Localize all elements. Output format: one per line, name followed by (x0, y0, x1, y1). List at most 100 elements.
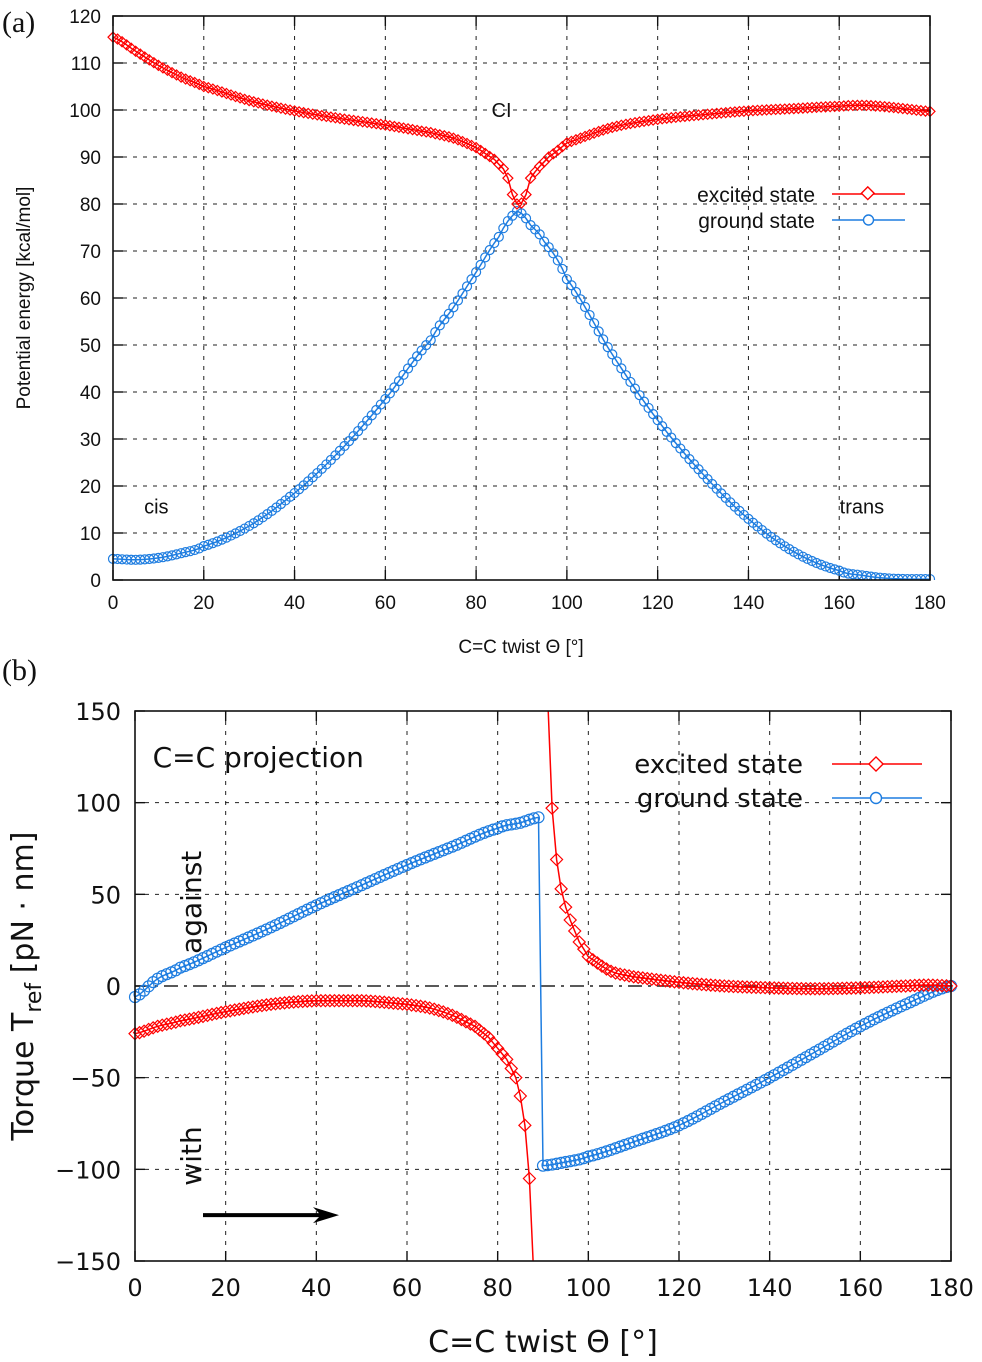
data-point-diamond (608, 966, 623, 980)
data-point-diamond (758, 980, 772, 995)
y-tick-label: 110 (71, 54, 101, 75)
x-tick-label: 20 (193, 593, 214, 614)
data-point-diamond (916, 978, 931, 992)
data-point-diamond (554, 881, 568, 896)
data-point-diamond (846, 99, 859, 112)
data-point-diamond (856, 99, 868, 112)
series-line (134, 816, 952, 1167)
data-point-circle (586, 1149, 599, 1162)
data-point-diamond (778, 103, 791, 115)
data-point-diamond (676, 975, 691, 990)
data-point-diamond (393, 121, 405, 134)
data-point-diamond (930, 978, 945, 993)
data-point-diamond (420, 126, 433, 138)
data-point-circle (825, 562, 836, 574)
data-point-circle (598, 334, 609, 345)
data-point-diamond (833, 100, 846, 113)
data-point-circle (534, 229, 545, 240)
data-point-diamond (200, 1008, 215, 1023)
data-point-diamond (341, 993, 355, 1008)
data-point-circle (570, 286, 582, 298)
y-tick-label: −50 (70, 1065, 121, 1093)
panel-b: (b) 0 20 40 60 80 100 120 140 160 180−150−100−500… (2, 654, 974, 1360)
data-point-diamond (306, 108, 319, 121)
data-point-circle (584, 309, 595, 321)
y-tick-label: 30 (80, 430, 101, 451)
y-tick-label: 80 (80, 195, 101, 216)
data-point-diamond (588, 127, 600, 139)
data-point-diamond (502, 172, 514, 184)
data-point-diamond (474, 144, 487, 157)
x-tick-label: 0 (127, 1274, 142, 1302)
data-point-diamond (613, 967, 627, 982)
data-point-diamond (549, 852, 564, 867)
data-point-diamond (787, 102, 800, 115)
data-point-diamond (681, 976, 695, 991)
x-tick-label: 60 (392, 1274, 423, 1302)
data-point-diamond (372, 995, 387, 1009)
x-tick-label: 160 (837, 1274, 883, 1302)
data-point-diamond (799, 981, 813, 996)
data-point-diamond (751, 104, 764, 117)
data-point-diamond (910, 104, 923, 116)
data-point-circle (541, 1159, 554, 1172)
legend-a-ground-label: ground state (698, 210, 815, 233)
data-point-diamond (363, 994, 378, 1009)
data-point-diamond (354, 993, 369, 1008)
data-point-circle (498, 223, 509, 234)
panel-a-frame (112, 15, 931, 581)
y-tick-label: 60 (80, 289, 101, 310)
data-point-diamond (329, 111, 342, 124)
data-point-diamond (624, 117, 637, 130)
data-point-circle (425, 335, 436, 346)
data-point-diamond (797, 102, 809, 114)
data-point-diamond (642, 114, 655, 127)
panel-a-grid (113, 16, 930, 580)
data-point-diamond (345, 993, 360, 1008)
data-point-diamond (520, 188, 532, 201)
direction-arrow-icon (203, 1207, 339, 1224)
data-point-diamond (334, 112, 346, 125)
panel-a-tag: (a) (2, 6, 35, 39)
data-point-circle (591, 1148, 604, 1161)
data-point-circle (806, 555, 818, 567)
data-point-diamond (486, 1035, 500, 1050)
data-point-diamond (302, 107, 315, 120)
data-point-circle (834, 565, 845, 576)
data-point-diamond (669, 111, 682, 124)
data-point-diamond (422, 1001, 437, 1015)
data-point-diamond (638, 115, 650, 128)
data-point-diamond (433, 128, 446, 141)
data-point-diamond (740, 980, 754, 994)
data-point-diamond (697, 108, 709, 121)
data-point-circle (487, 823, 500, 836)
data-point-diamond (315, 109, 328, 122)
data-point-diamond (647, 114, 659, 126)
data-point-diamond (826, 981, 840, 996)
data-point-diamond (667, 975, 682, 989)
data-point-diamond (479, 147, 492, 160)
panel-b-ticks: 0 20 40 60 80 100 120 140 160 180 −150 −100 −50 0 50 10… (55, 698, 974, 1302)
data-point-diamond (878, 100, 891, 113)
data-point-diamond (356, 115, 369, 128)
panel-b-xlabel: C=C twist Θ [°] (428, 1325, 658, 1360)
x-tick-label: 20 (210, 1274, 241, 1302)
data-point-diamond (672, 975, 686, 990)
data-point-diamond (382, 995, 396, 1010)
data-point-diamond (601, 122, 614, 135)
data-point-circle (611, 356, 622, 367)
data-point-circle (532, 811, 545, 824)
y-tick-label: 0 (106, 973, 121, 1001)
y-tick-label: −100 (55, 1156, 121, 1184)
data-point-diamond (631, 970, 646, 985)
data-point-diamond (168, 1015, 183, 1029)
data-point-diamond (654, 973, 668, 988)
data-point-diamond (297, 106, 310, 119)
data-point-diamond (828, 100, 841, 113)
data-point-diamond (771, 981, 786, 995)
data-point-circle (536, 1159, 550, 1172)
data-point-diamond (753, 980, 768, 995)
data-point-diamond (715, 107, 728, 119)
panel-b-frame (134, 710, 952, 1262)
